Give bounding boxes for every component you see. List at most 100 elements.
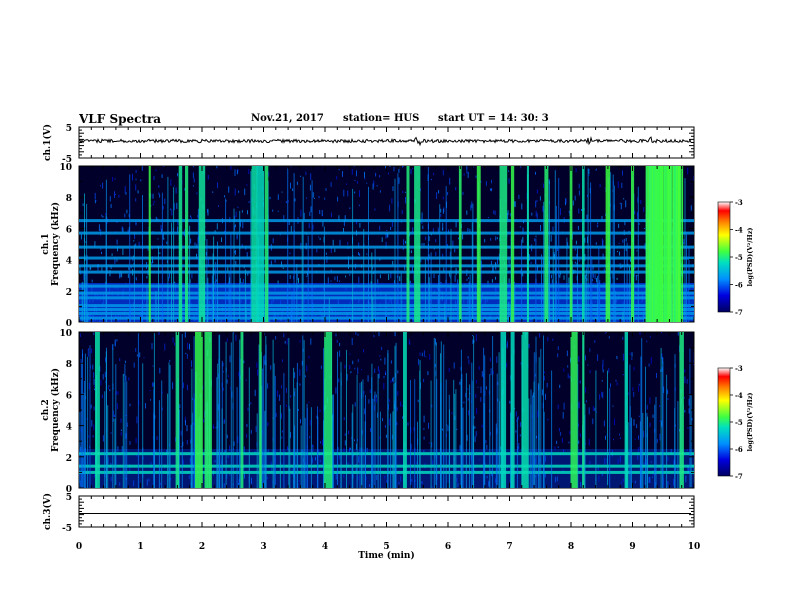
spectrogram-streak [105, 351, 107, 488]
spectrogram-streak [219, 388, 221, 488]
spectrogram-streak [207, 277, 209, 322]
spectrogram-speckle [431, 442, 433, 448]
spectrogram-streak [86, 255, 88, 322]
spectrogram-speckle [128, 267, 130, 270]
spectrogram-streak [510, 412, 511, 488]
spectrogram-speckle [298, 277, 299, 284]
spectrogram-streak [385, 293, 387, 322]
spectrogram-speckle [379, 274, 381, 279]
spectrogram-speckle [581, 209, 582, 211]
spectrogram-speckle [437, 227, 439, 235]
spectrogram-speckle [599, 184, 601, 188]
burst-mark [681, 166, 683, 322]
spectrogram-speckle [330, 212, 332, 218]
spectrogram-speckle [443, 267, 445, 273]
spectrogram-streak [430, 252, 432, 322]
burst-mark [667, 166, 670, 322]
spectrogram-speckle [379, 225, 381, 231]
spectrogram-speckle [226, 434, 228, 439]
spectrogram-speckle [620, 203, 622, 210]
spectrogram-speckle [120, 418, 122, 423]
spectrogram-speckle [574, 248, 576, 251]
spectrogram-speckle [617, 459, 619, 464]
spectrogram-streak [521, 239, 523, 322]
spectrogram-speckle [643, 462, 645, 465]
spectrogram-speckle [423, 350, 425, 357]
spectrogram-speckle [543, 183, 544, 188]
spectrogram-streak [654, 404, 656, 488]
spectrogram-speckle [448, 367, 450, 372]
spectrogram-speckle [234, 224, 236, 228]
spectrogram-speckle [594, 407, 596, 411]
spectrogram-speckle [683, 239, 685, 244]
spectrogram-speckle [433, 247, 435, 250]
spectrogram-speckle [80, 358, 82, 365]
spectrogram-streak [419, 370, 421, 488]
spectrogram-speckle [88, 435, 90, 438]
spectrogram-streak [244, 269, 246, 322]
spectrogram-speckle [534, 238, 536, 242]
spectrogram-speckle [93, 406, 95, 411]
spectrogram-speckle [351, 338, 353, 345]
spectral-line [79, 304, 694, 308]
spectrogram-speckle [425, 236, 427, 240]
spectrogram-speckle [410, 168, 412, 175]
spectrogram-streak [291, 291, 293, 322]
spectrogram-speckle [693, 359, 694, 366]
spectrogram-speckle [586, 214, 588, 220]
burst-mark [605, 166, 611, 322]
spectrogram-speckle [476, 407, 478, 415]
spectrogram-speckle [392, 260, 394, 265]
spectrogram-speckle [187, 342, 189, 350]
spectrogram-speckle [233, 441, 235, 447]
spectrogram-speckle [490, 188, 491, 191]
spectrogram-speckle [192, 422, 194, 425]
spectrogram-speckle [528, 343, 530, 349]
spectrogram-speckle [335, 472, 337, 480]
spectrogram-speckle [292, 188, 294, 192]
spectrogram-speckle [272, 209, 274, 212]
spectrogram-speckle [604, 187, 606, 189]
spectrogram-streak [371, 363, 373, 488]
spectrogram-speckle [233, 332, 235, 334]
spectrogram-speckle [254, 389, 256, 397]
spectrogram-speckle [109, 196, 111, 202]
burst-mark [264, 166, 269, 322]
spectrogram-streak [286, 320, 288, 322]
spectrogram-speckle [519, 434, 521, 437]
x-tick-label: 5 [383, 542, 389, 552]
spectrogram-speckle [309, 211, 311, 216]
spectrogram-streak [450, 228, 452, 322]
spectrogram-speckle [616, 382, 618, 386]
spectrogram-streak [686, 233, 687, 322]
spectrogram-speckle [429, 354, 431, 360]
spectrogram-speckle [174, 342, 176, 346]
spectrogram-streak [454, 393, 456, 488]
spectrogram-speckle [374, 208, 376, 211]
spectrogram-speckle [574, 195, 576, 201]
spectrogram-streak [514, 285, 516, 322]
start-time-label: start UT = 14: 30: 3 [438, 113, 549, 124]
spectrogram-speckle [383, 376, 385, 379]
spectrogram-streak [577, 247, 578, 322]
spectrogram-streak [590, 182, 592, 322]
spectrogram-streak [225, 341, 227, 488]
spectrogram-speckle [365, 476, 367, 481]
spectrogram-speckle [687, 449, 689, 452]
spectrogram-speckle [94, 241, 96, 248]
spectrogram-streak [232, 332, 234, 488]
spectrogram-speckle [576, 253, 578, 259]
spectrogram-speckle [135, 184, 137, 191]
spectral-line [79, 270, 694, 274]
spectrogram-speckle [339, 454, 341, 460]
spectrogram-speckle [688, 467, 689, 473]
spectrogram-speckle [650, 461, 652, 463]
spectrogram-speckle [357, 475, 359, 481]
spectrogram-speckle [322, 221, 324, 227]
spectrogram-speckle [507, 212, 509, 220]
spectrogram-speckle [622, 478, 624, 482]
spectrogram-streak [674, 408, 676, 488]
spectrogram-speckle [224, 195, 226, 198]
spectrogram-speckle [589, 348, 591, 352]
spectrogram-speckle [140, 179, 142, 182]
